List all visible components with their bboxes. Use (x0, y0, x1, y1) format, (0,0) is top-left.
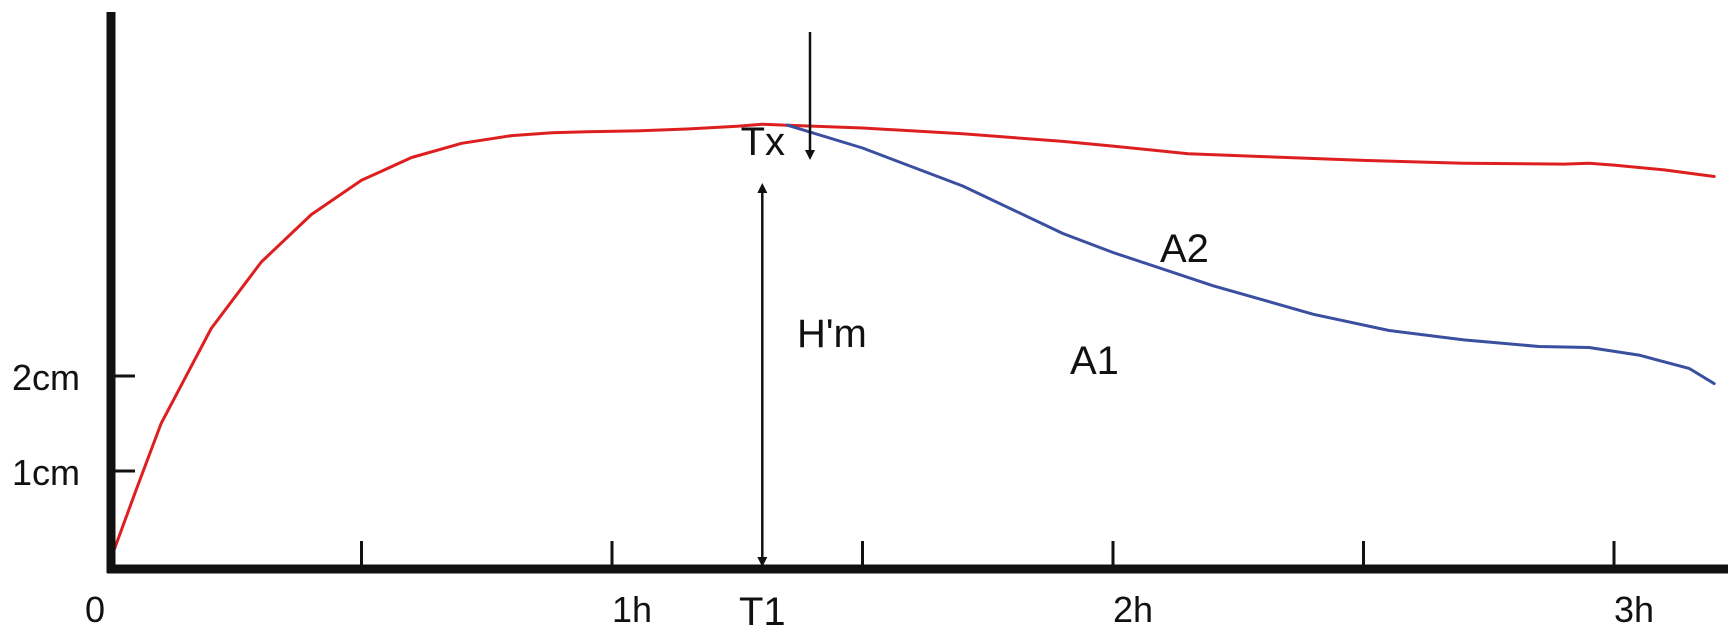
y-tick-label-1: 2cm (12, 357, 80, 398)
t1-label: T1 (739, 590, 786, 634)
series-label-a2: A2 (1160, 227, 1209, 271)
x-tick-label-2: 1h (612, 589, 652, 630)
x-tick-label-6: 3h (1614, 589, 1654, 630)
series-layer (109, 122, 1716, 560)
series-line-a2 (109, 122, 1716, 560)
ticks-layer: 0 1h 2h 3h 1cm 2cm (12, 357, 1654, 630)
tx-label: Tx (741, 120, 785, 164)
series-line-a1 (785, 123, 1716, 386)
hm-label: H'm (797, 312, 867, 356)
x-tick-label-4: 2h (1113, 589, 1153, 630)
series-label-a1: A1 (1070, 339, 1119, 383)
x-tick-label-0: 0 (85, 589, 105, 630)
y-tick-label-0: 1cm (12, 452, 80, 493)
